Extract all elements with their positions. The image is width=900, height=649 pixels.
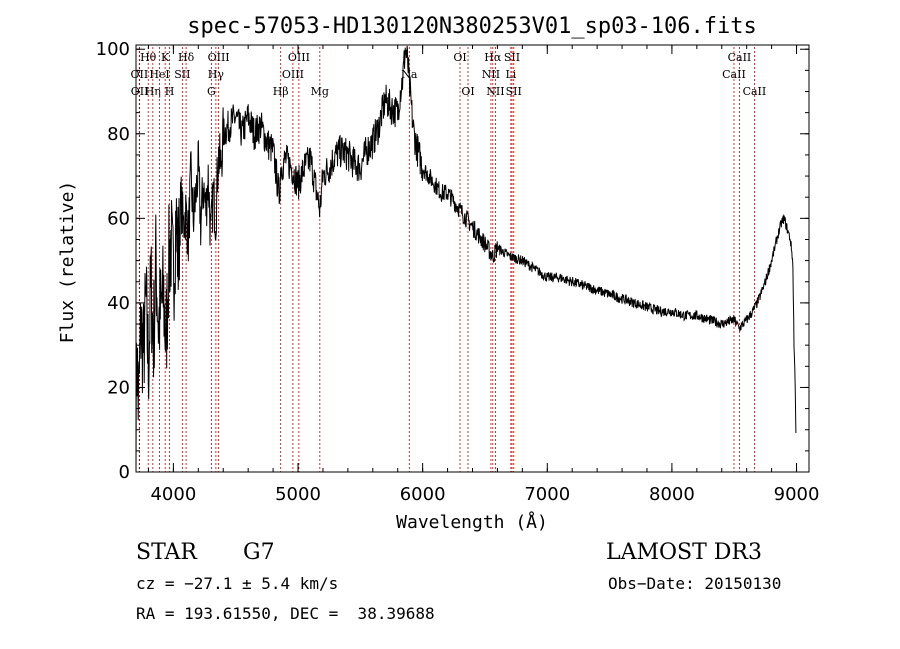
line-marker-label: OI <box>453 51 466 64</box>
line-marker-label: NII <box>482 68 500 81</box>
x-tick-label: 4000 <box>150 484 196 505</box>
line-marker-label: Hη <box>145 85 161 98</box>
y-tick-label: 20 <box>107 377 130 398</box>
line-marker-label: SII <box>506 85 522 98</box>
object-class: STAR <box>136 540 197 565</box>
axis-ticks: 4000 5000 6000 7000 8000 9000 0 20 40 60 80 100 <box>96 39 820 505</box>
line-marker-label: Mg <box>311 85 329 98</box>
line-marker-label: CaII <box>722 68 746 81</box>
line-marker-label: CaII <box>728 51 752 64</box>
spectrum-series <box>135 45 797 473</box>
x-tick-label: 6000 <box>400 484 446 505</box>
line-marker-label: G <box>207 85 216 98</box>
x-axis-label: Wavelength (Å) <box>396 511 548 533</box>
line-marker-label: OIII <box>288 51 310 64</box>
spectrum-line <box>135 45 797 473</box>
line-marker-label: Hθ <box>140 51 157 64</box>
line-marker-label: HeI <box>149 68 169 81</box>
line-marker-label: OI <box>461 85 474 98</box>
obs-date: Obs−Date: 20150130 <box>608 574 782 593</box>
line-marker-label: Hβ <box>273 85 289 98</box>
line-marker-label: Hα <box>484 51 502 64</box>
x-tick-label: 9000 <box>774 484 820 505</box>
line-marker-label: OIII <box>282 68 304 81</box>
y-tick-label: 40 <box>107 293 130 314</box>
y-tick-label: 0 <box>119 462 130 483</box>
line-marker-label: OII <box>131 68 149 81</box>
line-marker-label: Hδ <box>178 51 195 64</box>
x-tick-label: 7000 <box>524 484 570 505</box>
line-marker-label: NII <box>486 85 504 98</box>
ra-dec: RA = 193.61550, DEC = 38.39688 <box>136 604 435 623</box>
x-tick-label: 8000 <box>649 484 695 505</box>
object-subclass: G7 <box>243 540 275 565</box>
y-tick-label: 80 <box>107 124 130 145</box>
survey-name: LAMOST DR3 <box>606 540 762 565</box>
y-tick-label: 60 <box>107 208 130 229</box>
line-marker-label: SII <box>504 51 520 64</box>
line-marker-label: OIII <box>208 51 230 64</box>
line-marker-label: H <box>165 85 175 98</box>
line-marker-label: K <box>161 51 170 64</box>
line-marker-label: Hγ <box>208 68 225 81</box>
chart-title: spec-57053-HD130120N380253V01_sp03-106.f… <box>187 14 757 39</box>
x-tick-label: 5000 <box>275 484 321 505</box>
y-tick-label: 100 <box>96 39 130 60</box>
redshift-cz: cz = −27.1 ± 5.4 km/s <box>136 574 339 593</box>
y-axis-label: Flux (relative) <box>57 181 78 344</box>
line-marker-label: SII <box>174 68 190 81</box>
line-marker-label: CaII <box>743 85 767 98</box>
plot-frame <box>135 44 810 473</box>
line-marker-label: Li <box>505 68 516 81</box>
